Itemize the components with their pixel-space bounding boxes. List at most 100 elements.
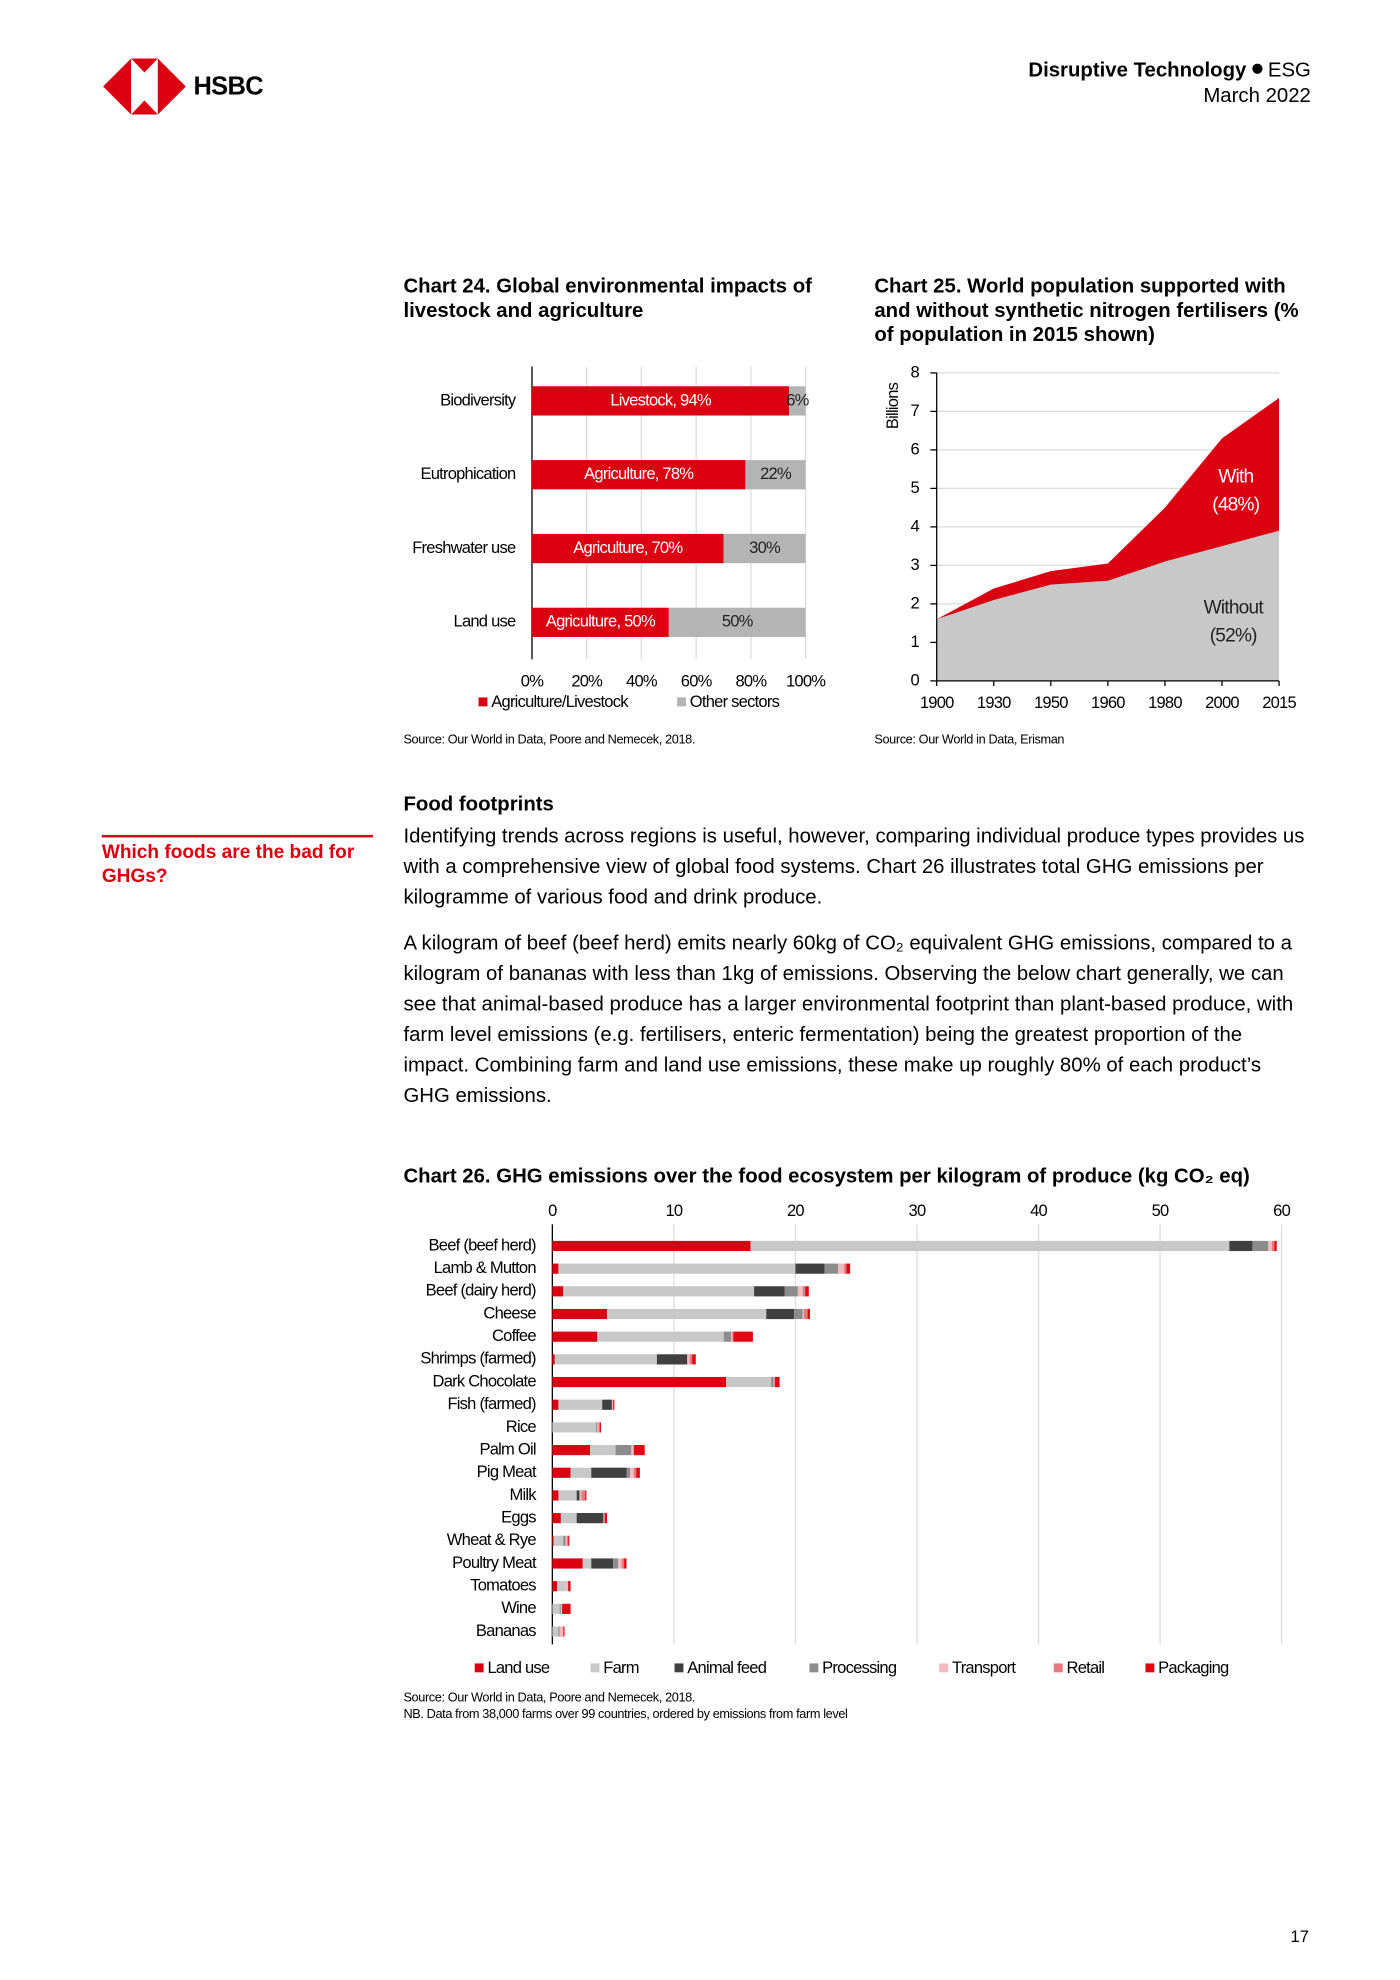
bar-segment	[824, 1263, 838, 1274]
category-label: Beef (dairy herd)	[426, 1281, 536, 1300]
bar-segment	[607, 1308, 767, 1320]
bar-segment	[552, 1490, 559, 1501]
legend-swatch	[474, 1663, 484, 1673]
bar-segment	[797, 1286, 803, 1297]
bar-segment	[846, 1263, 851, 1274]
value-label: Livestock, 94%	[610, 390, 712, 409]
category-label: Rice	[506, 1417, 537, 1436]
bar-segment	[784, 1286, 798, 1297]
annotation: With	[1218, 466, 1253, 487]
area	[936, 397, 1280, 620]
bar-segment	[636, 1467, 640, 1478]
bar-segment	[1271, 1240, 1275, 1252]
bar-segment	[531, 460, 746, 490]
y-axis-label: Billions	[883, 382, 902, 429]
bar-segment	[559, 1603, 561, 1614]
category-label: Eutrophication	[420, 464, 516, 483]
bar-segment	[552, 1376, 727, 1388]
bar-segment	[603, 1513, 605, 1524]
bar-segment	[552, 1581, 558, 1592]
bar-segment	[554, 1354, 657, 1365]
bar-segment	[563, 1626, 565, 1637]
value-label: Agriculture, 70%	[573, 538, 683, 557]
bar-segment	[1229, 1240, 1253, 1252]
bar-segment	[568, 1535, 570, 1546]
bar-segment	[617, 1558, 622, 1569]
x-tick-label: 1930	[977, 693, 1011, 712]
x-tick-label: 60%	[681, 672, 713, 691]
legend-swatch	[1053, 1663, 1063, 1673]
bar-segment	[552, 1308, 608, 1320]
x-tick-label: 80%	[735, 672, 767, 691]
bar-segment	[613, 1558, 618, 1569]
legend-swatch	[590, 1663, 600, 1673]
bar-segment	[789, 386, 806, 416]
bar-segment	[656, 1354, 688, 1365]
category-label: Wine	[501, 1598, 536, 1617]
bar-segment	[582, 1558, 592, 1569]
area	[936, 530, 1280, 681]
x-tick-label: 20	[787, 1201, 804, 1220]
bar-segment	[558, 1490, 577, 1501]
legend-label: Other sectors	[690, 692, 780, 711]
bar-segment	[590, 1444, 616, 1456]
bar-segment	[552, 1535, 554, 1546]
bar-segment	[565, 1581, 569, 1592]
category-label: Cheese	[483, 1303, 536, 1322]
bar-segment	[692, 1354, 696, 1365]
category-label: Pig Meat	[477, 1462, 537, 1481]
bar-segment	[552, 1422, 597, 1433]
bar-segment	[596, 1422, 598, 1433]
bar-segment	[621, 1558, 625, 1569]
x-tick-label: 50	[1152, 1201, 1169, 1220]
x-tick-label: 2000	[1205, 693, 1239, 712]
bar-segment	[633, 1444, 645, 1456]
bar-segment	[807, 1308, 811, 1320]
bar-segment	[552, 1513, 561, 1524]
bar-segment	[552, 1286, 564, 1297]
y-tick-label: 0	[910, 670, 919, 689]
x-tick-label: 0	[548, 1201, 557, 1220]
x-tick-label: 1960	[1091, 693, 1125, 712]
chart-title: Chart 26. GHG emissions over the food ec…	[403, 1165, 1250, 1188]
bar-segment	[837, 1263, 845, 1274]
chart-title: Chart 24. Global environmental impacts o…	[403, 276, 812, 322]
y-tick-label: 7	[910, 401, 919, 420]
bar-segment	[597, 1422, 599, 1433]
bar-segment	[687, 1354, 690, 1365]
bar-segment	[562, 1603, 571, 1614]
value-label: Agriculture, 78%	[584, 464, 694, 483]
bar-segment	[552, 1558, 583, 1569]
category-label: Tomatoes	[470, 1576, 536, 1595]
bar-segment	[552, 1626, 559, 1637]
bar-segment	[723, 1331, 732, 1342]
paragraph: Identifying trends across regions is use…	[403, 825, 1305, 909]
page-number: 17	[1290, 1926, 1309, 1946]
bar-segment	[558, 1263, 796, 1274]
legend-swatch	[809, 1663, 819, 1673]
y-tick-label: 1	[910, 632, 919, 651]
x-tick-label: 40%	[626, 672, 658, 691]
bar-segment	[580, 1490, 582, 1501]
legend-swatch	[674, 1663, 684, 1673]
bar-segment	[615, 1444, 632, 1456]
sidebar-note: Which foods are the bad for GHGs?	[101, 841, 355, 888]
y-tick-label: 5	[910, 478, 919, 497]
bar-segment	[597, 1331, 724, 1342]
x-tick-label: 0%	[521, 672, 544, 691]
x-tick-label: 1900	[920, 693, 954, 712]
report-series: Disruptive Technology	[1028, 59, 1247, 82]
category-label: Eggs	[501, 1508, 536, 1527]
category-label: Palm Oil	[479, 1439, 535, 1458]
bar-segment	[576, 1490, 580, 1501]
y-tick-label: 3	[910, 555, 919, 574]
bar-segment	[553, 1535, 564, 1546]
value-label: Agriculture, 50%	[546, 612, 656, 631]
x-tick-label: 100%	[786, 672, 826, 691]
x-tick-label: 1980	[1148, 693, 1182, 712]
bar-segment	[750, 1240, 1230, 1252]
category-label: Dark Chocolate	[433, 1371, 537, 1390]
bar-segment	[552, 1331, 598, 1342]
bar-segment	[531, 533, 724, 564]
category-label: Freshwater use	[412, 538, 516, 557]
